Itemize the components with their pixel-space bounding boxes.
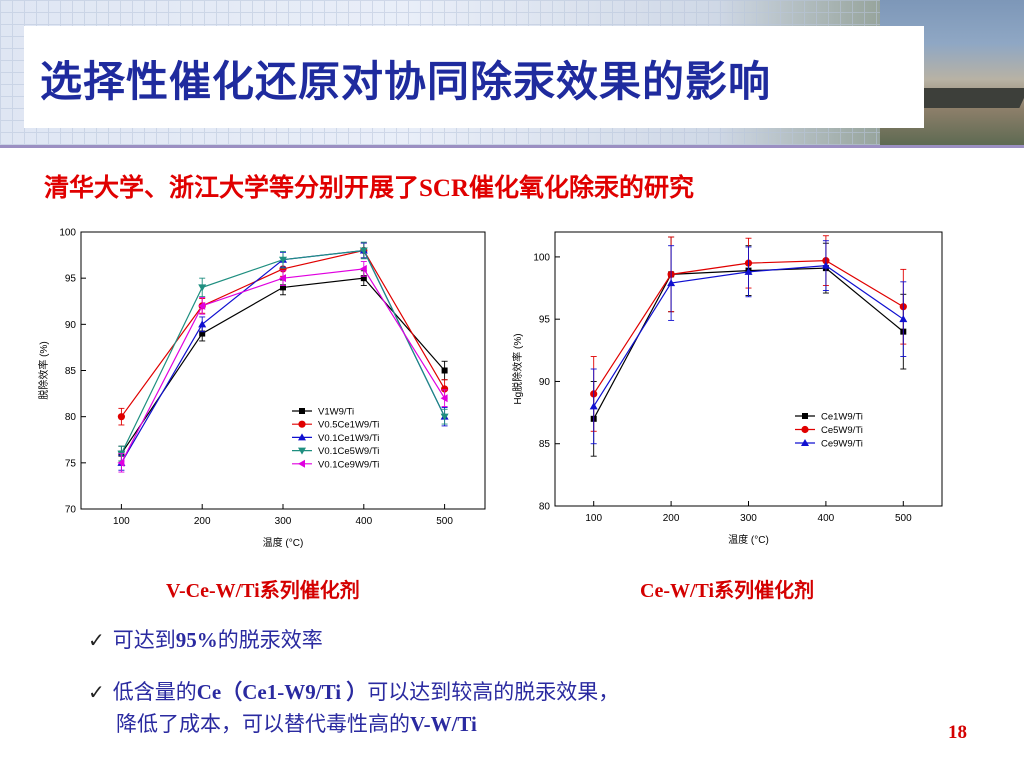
- data-point: [279, 274, 286, 283]
- data-point: [117, 458, 125, 467]
- x-tick-label: 400: [818, 513, 835, 524]
- bullet-2-text-b: Ce（Ce1-W9/Ti ）: [196, 680, 368, 704]
- y-tick-label: 80: [539, 502, 551, 513]
- y-axis-label: 脱除效率 (%): [37, 341, 50, 399]
- bullet-1-text-b: 95%: [175, 628, 218, 652]
- y-tick-label: 100: [533, 252, 550, 263]
- y-tick-label: 80: [65, 412, 77, 423]
- series-line: [120, 277, 446, 454]
- header-divider: [0, 145, 1024, 148]
- legend-label: V1W9/Ti: [318, 407, 354, 418]
- legend-marker: [802, 413, 808, 419]
- y-tick-label: 100: [59, 228, 76, 239]
- x-tick-label: 500: [436, 516, 453, 527]
- data-point: [667, 279, 676, 287]
- x-tick-label: 300: [740, 513, 757, 524]
- y-tick-label: 95: [539, 315, 551, 326]
- y-tick-label: 85: [539, 439, 551, 450]
- data-point: [279, 256, 287, 264]
- bullet-item-2: ✓ 低含量的Ce（Ce1-W9/Ti ）可以达到较高的脱汞效果，: [88, 676, 619, 706]
- data-point: [589, 402, 598, 410]
- subtitle-part-3: 催化氧化除汞的研究: [469, 173, 695, 202]
- legend-label: Ce5W9/Ti: [821, 425, 863, 436]
- series-3: [589, 240, 908, 445]
- series-1: [118, 270, 448, 462]
- x-tick-label: 300: [275, 516, 292, 527]
- x-tick-label: 100: [585, 513, 602, 524]
- chart-vcewti: 70 75 80 85 90 95 100 100 200 300 400 500 温度 (°C) 脱除效…: [37, 228, 486, 549]
- caption-left: V-Ce-W/Ti系列催化剂: [166, 580, 360, 602]
- x-tick-label: 200: [194, 516, 211, 527]
- slide-title: 选择性催化还原对协同除汞效果的影响: [40, 57, 772, 106]
- legend-label: V0.1Ce5W9/Ti: [318, 446, 379, 457]
- data-point: [198, 284, 207, 292]
- y-tick-label: 75: [65, 458, 77, 469]
- y-tick-label: 90: [65, 320, 77, 331]
- legend-label: V0.1Ce9W9/Ti: [318, 459, 379, 470]
- legend-label: Ce9W9/Ti: [821, 439, 863, 450]
- title-box: [24, 26, 924, 128]
- x-axis-label: 温度 (°C): [728, 533, 769, 546]
- data-point: [440, 394, 448, 403]
- legend-marker: [801, 425, 809, 434]
- data-point: [441, 385, 449, 393]
- data-point: [360, 275, 367, 282]
- data-point: [117, 413, 125, 421]
- page-number: 18: [948, 722, 967, 743]
- bullet-item-2-continuation: 降低了成本，可以替代毒性高的V-W/Ti: [116, 708, 477, 738]
- bullet-item-1: ✓ 可达到95%的脱汞效率: [88, 624, 323, 654]
- legend-marker: [299, 408, 305, 414]
- check-icon: ✓: [88, 628, 105, 652]
- bullet-3-text-a: 降低了成本，可以替代毒性高的: [116, 712, 410, 736]
- legend-label: V0.1Ce1W9/Ti: [318, 433, 379, 444]
- subtitle-part-2: SCR: [419, 175, 470, 202]
- legend-marker: [298, 459, 305, 468]
- x-tick-label: 400: [355, 516, 372, 527]
- chart-cewti: 80 85 90 95 100 100 200 300 400 500 温度 (°C) Hg脱除效率 …: [511, 231, 943, 546]
- y-tick-label: 85: [65, 366, 77, 377]
- legend-marker: [298, 420, 306, 428]
- bullet-1-text-a: 可达到: [112, 628, 176, 652]
- y-tick-label: 70: [65, 505, 77, 516]
- x-tick-label: 200: [663, 513, 680, 524]
- bullet-2-text-a: 低含量的: [112, 680, 197, 704]
- data-point: [359, 247, 368, 255]
- data-point: [441, 367, 448, 374]
- data-point: [359, 264, 367, 273]
- data-point: [899, 315, 908, 323]
- x-tick-label: 500: [895, 513, 912, 524]
- legend-marker: [298, 433, 306, 441]
- slide-subtitle: 清华大学、浙江大学等分别开展了SCR催化氧化除汞的研究: [44, 168, 694, 204]
- x-tick-label: 100: [113, 516, 130, 527]
- x-axis-label: 温度 (°C): [263, 536, 304, 549]
- y-tick-label: 90: [539, 377, 551, 388]
- check-icon: ✓: [88, 680, 105, 704]
- legend-marker: [298, 447, 306, 455]
- bullet-3-text-b: V-W/Ti: [410, 712, 477, 736]
- bullet-2-text-c: 可以达到较高的脱汞效果，: [367, 680, 620, 704]
- data-point: [744, 267, 753, 275]
- y-tick-label: 95: [65, 274, 77, 285]
- data-point: [199, 330, 206, 337]
- series-line: [120, 268, 446, 464]
- subtitle-part-1: 清华大学、浙江大学等分别开展了: [44, 173, 420, 202]
- caption-right: Ce-W/Ti系列催化剂: [640, 580, 815, 602]
- y-axis-label: Hg脱除效率 (%): [511, 333, 524, 404]
- data-point: [198, 301, 206, 310]
- bullet-1-text-c: 的脱汞效率: [217, 628, 323, 652]
- data-point: [198, 320, 207, 328]
- series-5: [117, 261, 448, 473]
- legend-marker: [801, 439, 809, 446]
- data-point: [821, 261, 830, 269]
- data-point: [280, 284, 286, 291]
- legend-label: V0.5Ce1W9/Ti: [318, 420, 379, 431]
- data-point: [440, 413, 449, 421]
- legend-label: Ce1W9/Ti: [821, 412, 863, 423]
